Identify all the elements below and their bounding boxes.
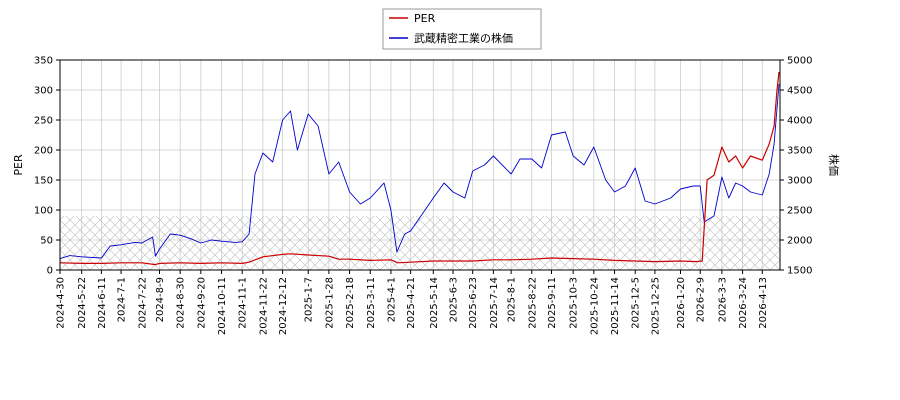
x-tick-label: 2025-4-1 [386, 277, 397, 322]
x-tick-label: 2026-3-24 [738, 277, 749, 329]
series-line-per [60, 71, 780, 266]
left-tick-label: 0 [47, 266, 53, 277]
x-axis-ticks: 2024-4-30 2024-5-22 2024-6-11 2024-7-1 2024-… [56, 270, 769, 335]
x-tick-label: 2024-10-11 [217, 277, 228, 335]
x-tick-label: 2026-3-3 [717, 277, 728, 322]
right-tick-label: 5000 [787, 56, 812, 67]
left-tick-label: 200 [34, 146, 53, 157]
x-tick-label: 2025-10-24 [589, 277, 600, 335]
x-tick-label: 2025-3-11 [366, 277, 377, 329]
x-tick-label: 2025-6-3 [448, 277, 459, 322]
x-tick-label: 2026-4-13 [758, 277, 769, 329]
left-tick-label: 150 [34, 176, 53, 187]
x-tick-label: 2026-1-20 [676, 277, 687, 329]
right-tick-label: 2000 [787, 236, 812, 247]
legend-label-per: PER [414, 12, 436, 25]
legend: PER 武蔵精密工業の株価 [382, 8, 542, 50]
left-tick-label: 100 [34, 206, 53, 217]
x-tick-label: 2024-7-22 [137, 277, 148, 329]
right-tick-label: 1500 [787, 266, 812, 277]
right-axis-title: 株価 [827, 154, 841, 176]
left-tick-label: 300 [34, 86, 53, 97]
x-tick-label: 2025-8-1 [507, 277, 518, 322]
x-tick-label: 2025-12-25 [650, 277, 661, 335]
series-lines [60, 71, 780, 266]
x-tick-label: 2025-9-11 [547, 277, 558, 329]
right-tick-label: 3500 [787, 146, 812, 157]
left-tick-label: 350 [34, 56, 53, 67]
legend-label-stock-price: 武蔵精密工業の株価 [414, 31, 513, 45]
x-tick-label: 2024-12-12 [278, 277, 289, 335]
x-tick-label: 2025-7-14 [489, 277, 500, 329]
x-tick-label: 2024-8-9 [155, 277, 166, 322]
x-tick-label: 2024-6-11 [97, 277, 108, 329]
x-tick-label: 2024-8-30 [176, 277, 187, 329]
x-tick-label: 2024-5-22 [77, 277, 88, 329]
x-tick-label: 2025-6-23 [468, 277, 479, 329]
x-tick-label: 2024-4-30 [56, 277, 67, 329]
plot-frame [59, 59, 781, 271]
left-tick-label: 50 [40, 236, 53, 247]
x-tick-label: 2025-10-3 [569, 277, 580, 329]
x-tick-label: 2025-4-21 [406, 277, 417, 329]
x-tick-label: 2024-11-22 [258, 277, 269, 335]
x-tick-label: 2025-12-5 [631, 277, 642, 329]
left-tick-label: 250 [34, 116, 53, 127]
right-tick-label: 4500 [787, 86, 812, 97]
x-tick-label: 2026-2-9 [696, 277, 707, 322]
left-axis-ticks: 0 50 100 150 200 250 300 350 [34, 56, 60, 277]
left-axis-title: PER [12, 154, 25, 176]
right-axis-ticks: 1500 2000 2500 3000 3500 4000 4500 5000 [780, 56, 812, 277]
right-tick-label: 3000 [787, 176, 812, 187]
x-tick-label: 2025-8-22 [527, 277, 538, 329]
x-tick-label: 2025-1-7 [304, 277, 315, 322]
x-tick-label: 2024-11-1 [238, 277, 249, 329]
right-tick-label: 4000 [787, 116, 812, 127]
x-tick-label: 2025-2-18 [345, 277, 356, 329]
x-tick-label: 2025-5-14 [429, 277, 440, 329]
series-line-stock-price [60, 83, 780, 260]
x-tick-label: 2025-1-28 [324, 277, 335, 329]
right-tick-label: 2500 [787, 206, 812, 217]
x-tick-label: 2024-7-1 [117, 277, 128, 322]
x-tick-label: 2025-11-14 [610, 277, 621, 335]
legend-box [382, 8, 542, 50]
x-tick-label: 2024-9-20 [196, 277, 207, 329]
